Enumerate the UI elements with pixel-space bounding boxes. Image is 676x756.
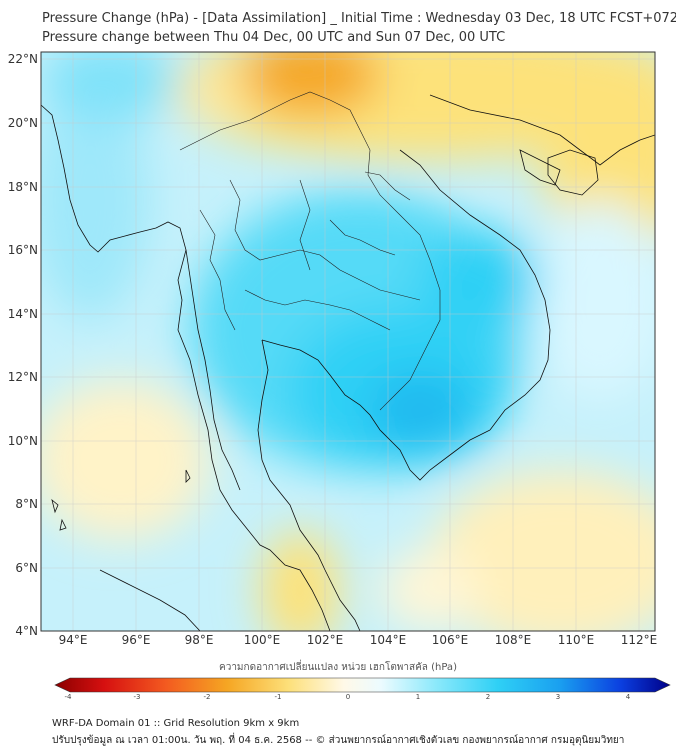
lon-label: 104°E — [369, 633, 407, 647]
lat-label: 14°N — [7, 307, 38, 321]
lon-label: 110°E — [557, 633, 595, 647]
lat-label: 4°N — [15, 624, 38, 638]
colorbar — [54, 677, 671, 693]
colorbar-tick: -3 — [133, 693, 141, 701]
lat-label: 8°N — [15, 497, 38, 511]
map-title: Pressure Change (hPa) - [Data Assimilati… — [42, 11, 676, 26]
footer-model-info: WRF-DA Domain 01 :: Grid Resolution 9km … — [52, 718, 300, 729]
lon-label: 100°E — [243, 633, 281, 647]
lon-label: 96°E — [121, 633, 151, 647]
colorbar-tick: -4 — [64, 693, 72, 701]
colorbar-label: ความกดอากาศเปลี่ยนแปลง หน่วย เฮกโตพาสคัล… — [219, 662, 457, 673]
lat-label: 22°N — [7, 52, 38, 66]
colorbar-tick: -1 — [274, 693, 282, 701]
footer-credit: ปรับปรุงข้อมูล ณ เวลา 01:00น. วัน พฤ. ที… — [52, 735, 625, 746]
pressure-field — [41, 52, 655, 631]
lat-label: 10°N — [7, 434, 38, 448]
lat-label: 20°N — [7, 116, 38, 130]
coastlines — [41, 94, 655, 631]
lon-label: 102°E — [306, 633, 344, 647]
lon-label: 112°E — [620, 633, 658, 647]
lat-label: 18°N — [7, 180, 38, 194]
lat-label: 16°N — [7, 243, 38, 257]
colorbar-tick: 4 — [625, 693, 631, 701]
colorbar-tick: 3 — [555, 693, 561, 701]
lat-label: 6°N — [15, 561, 38, 575]
boundaries — [179, 91, 441, 411]
lon-label: 108°E — [494, 633, 532, 647]
colorbar-tick: -2 — [203, 693, 211, 701]
lon-label: 94°E — [58, 633, 88, 647]
colorbar-tick: 0 — [345, 693, 351, 701]
lon-label: 106°E — [431, 633, 469, 647]
lon-label: 98°E — [184, 633, 214, 647]
colorbar-tick: 2 — [485, 693, 491, 701]
colorbar-tick: 1 — [415, 693, 421, 701]
map-frame — [40, 51, 656, 632]
map-subtitle: Pressure change between Thu 04 Dec, 00 U… — [42, 30, 506, 45]
graticule — [41, 52, 655, 631]
lat-label: 12°N — [7, 370, 38, 384]
